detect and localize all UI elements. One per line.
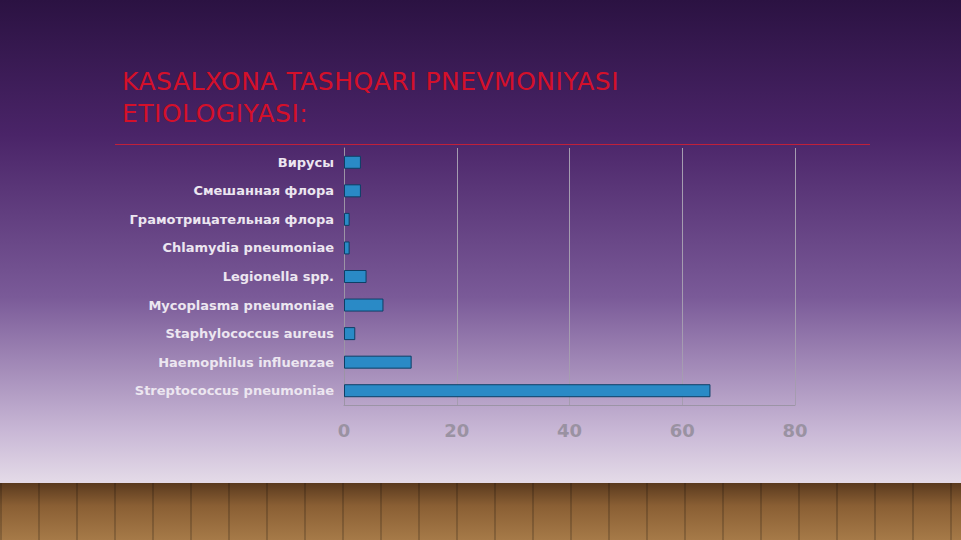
svg-text:40: 40: [557, 420, 582, 441]
svg-text:Вирусы: Вирусы: [278, 155, 334, 170]
svg-text:80: 80: [782, 420, 807, 441]
svg-text:Legionella spp.: Legionella spp.: [223, 269, 334, 284]
svg-text:Mycoplasma pneumoniae: Mycoplasma pneumoniae: [148, 298, 334, 313]
svg-text:Streptococcus pneumoniae: Streptococcus pneumoniae: [135, 383, 334, 398]
svg-text:Haemophilus influenzae: Haemophilus influenzae: [158, 355, 334, 370]
html-text:KASALXONA TASHQARI PNEVMONIYAS: KASALXONA TASHQARI PNEVMONIYASI ETIOLOGI…: [122, 67, 620, 128]
svg-text:Смешанная флора: Смешанная флора: [193, 183, 334, 198]
svg-text:0: 0: [338, 420, 351, 441]
svg-text:20: 20: [444, 420, 469, 441]
svg-text:Chlamydia pneumoniae: Chlamydia pneumoniae: [162, 240, 334, 255]
svg-text:60: 60: [670, 420, 695, 441]
svg-text:Грамотрицательная флора: Грамотрицательная флора: [130, 212, 334, 227]
svg-text:Staphylococcus aureus: Staphylococcus aureus: [165, 326, 334, 341]
